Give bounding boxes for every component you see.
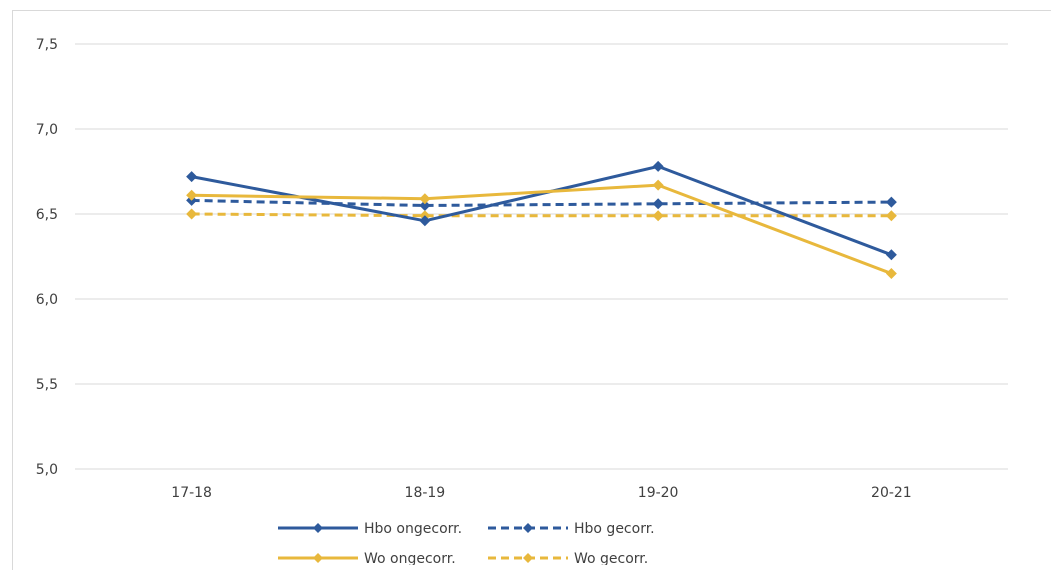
legend-label: Wo gecorr. [574, 551, 648, 565]
y-tick-label: 7,5 [36, 37, 58, 53]
series-lines [186, 160, 897, 279]
series-wo-ongecorr [186, 179, 897, 279]
data-point [652, 179, 664, 191]
data-point [186, 189, 198, 201]
legend-item: Hbo ongecorr. [278, 521, 462, 537]
data-point [186, 208, 198, 220]
data-point [419, 193, 431, 205]
data-point [652, 210, 664, 222]
grid-lines [75, 43, 1008, 470]
series-hbo-gecorr [186, 194, 897, 211]
chart-frame [12, 10, 1051, 570]
x-tick-label: 19-20 [638, 485, 679, 501]
legend-marker [523, 553, 533, 563]
legend-item: Wo gecorr. [488, 551, 648, 565]
series-line [191, 198, 892, 207]
legend-marker [313, 523, 323, 533]
data-point [885, 196, 897, 208]
x-tick-label: 18-19 [405, 485, 446, 501]
x-tick-label: 17-18 [171, 485, 212, 501]
series-hbo-ongecorr [186, 160, 897, 261]
data-point [885, 210, 897, 222]
series-line [191, 183, 892, 275]
legend-item: Wo ongecorr. [278, 551, 456, 565]
series-line [191, 164, 892, 257]
data-point [419, 215, 431, 227]
legend-item: Hbo gecorr. [488, 521, 655, 537]
y-tick-label: 7,0 [36, 122, 58, 138]
y-tick-label: 6,5 [36, 207, 58, 223]
legend-label: Hbo ongecorr. [364, 521, 462, 537]
data-point [186, 171, 198, 183]
data-point [652, 160, 664, 172]
y-tick-label: 5,0 [36, 462, 58, 478]
data-point [652, 198, 664, 210]
x-tick-label: 20-21 [871, 485, 912, 501]
legend-label: Hbo gecorr. [574, 521, 655, 537]
legend: Hbo ongecorr. Hbo gecorr. Wo ongecorr. Wo g… [278, 521, 655, 565]
legend-label: Wo ongecorr. [364, 551, 456, 565]
data-point [885, 249, 897, 261]
legend-marker [523, 523, 533, 533]
series-wo-gecorr [186, 208, 897, 222]
y-tick-label: 6,0 [36, 292, 58, 308]
y-axis-ticks: 5,0 5,5 6,0 6,5 7,0 7,5 [36, 37, 58, 478]
x-axis-ticks: 17-18 18-19 19-20 20-21 [171, 485, 911, 501]
y-tick-label: 5,5 [36, 377, 58, 393]
data-point [885, 268, 897, 279]
data-point [419, 200, 431, 211]
legend-marker [313, 553, 323, 563]
